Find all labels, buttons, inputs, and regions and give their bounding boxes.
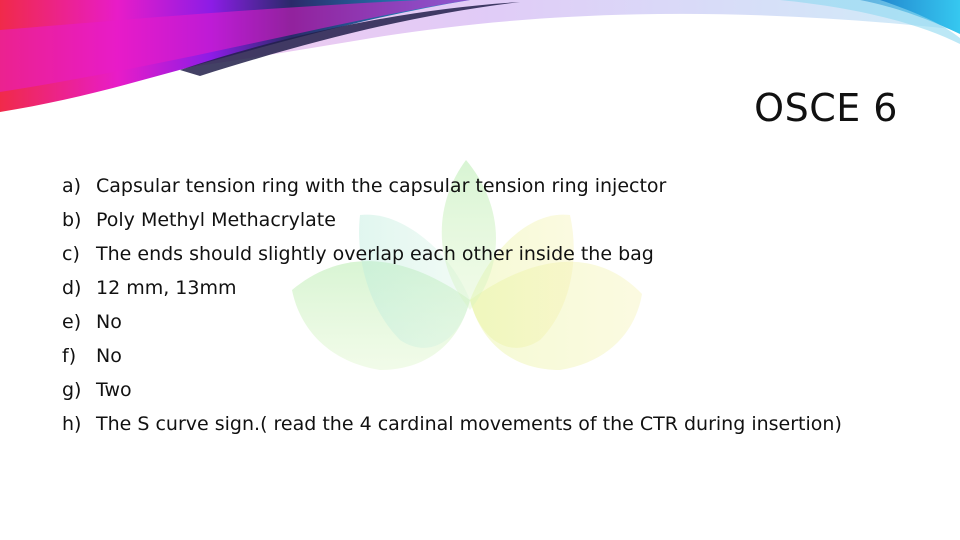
list-marker: c) — [62, 243, 80, 265]
answer-text: No — [96, 311, 122, 333]
list-marker: b) — [62, 209, 82, 231]
answer-text: Capsular tension ring with the capsular … — [96, 175, 667, 197]
answer-list: a) Capsular tension ring with the capsul… — [62, 175, 862, 447]
list-marker: d) — [62, 277, 82, 299]
list-marker: g) — [62, 379, 82, 401]
list-item: f) No — [62, 345, 862, 367]
answer-text: The ends should slightly overlap each ot… — [96, 243, 654, 265]
list-item: a) Capsular tension ring with the capsul… — [62, 175, 862, 197]
list-item: e) No — [62, 311, 862, 333]
list-item: d) 12 mm, 13mm — [62, 277, 862, 299]
list-item: g) Two — [62, 379, 862, 401]
list-marker: h) — [62, 413, 82, 435]
list-item: b) Poly Methyl Methacrylate — [62, 209, 862, 231]
list-item: h) The S curve sign.( read the 4 cardina… — [62, 413, 862, 435]
list-marker: a) — [62, 175, 82, 197]
answer-text: No — [96, 345, 122, 367]
slide-title: OSCE 6 — [754, 86, 898, 130]
list-marker: e) — [62, 311, 82, 333]
list-item: c) The ends should slightly overlap each… — [62, 243, 862, 265]
answer-text: 12 mm, 13mm — [96, 277, 237, 299]
list-marker: f) — [62, 345, 77, 367]
answer-text: Two — [96, 379, 132, 401]
answer-text: The S curve sign.( read the 4 cardinal m… — [96, 413, 842, 435]
answer-text: Poly Methyl Methacrylate — [96, 209, 336, 231]
